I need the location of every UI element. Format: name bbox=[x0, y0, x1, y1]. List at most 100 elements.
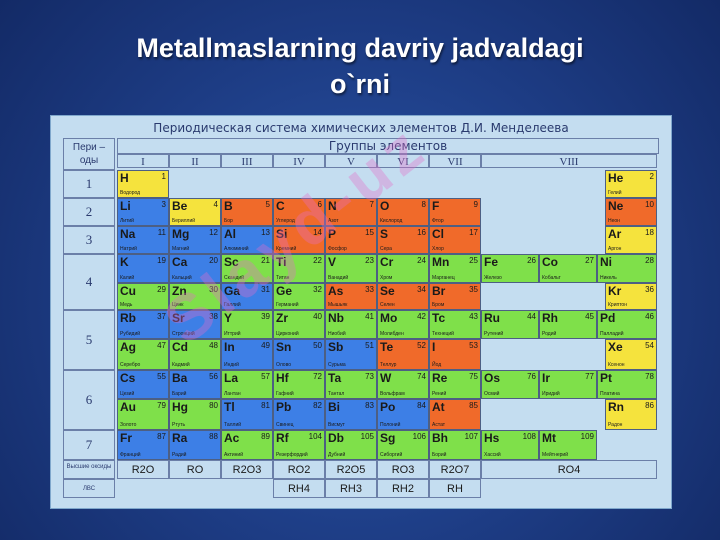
element-symbol: Ra bbox=[172, 431, 188, 445]
element-number: 26 bbox=[527, 256, 536, 265]
element-name: Бериллий bbox=[172, 218, 196, 224]
element-symbol: Hg bbox=[172, 400, 188, 414]
element-cell-V: V 23 Ванадий bbox=[325, 254, 377, 283]
element-name: Актиний bbox=[224, 452, 244, 458]
element-number: 104 bbox=[308, 432, 322, 441]
element-name: Барий bbox=[172, 391, 187, 397]
element-number: 87 bbox=[157, 432, 166, 441]
element-cell-Xe: Xe 54 Ксенон bbox=[605, 339, 657, 370]
element-symbol: Ge bbox=[276, 284, 293, 298]
element-symbol: Pd bbox=[600, 311, 616, 325]
element-name: Калий bbox=[120, 275, 135, 281]
element-number: 79 bbox=[157, 401, 166, 410]
element-name: Дубний bbox=[328, 452, 346, 458]
element-name: Водород bbox=[120, 190, 141, 196]
element-cell-Te: Te 52 Теллур bbox=[377, 339, 429, 370]
element-name: Мышьяк bbox=[328, 302, 348, 308]
element-symbol: He bbox=[608, 171, 624, 185]
element-cell-K: K 19 Калий bbox=[117, 254, 169, 283]
oxide-formula-1: R2O bbox=[117, 460, 169, 479]
element-symbol: Ti bbox=[276, 255, 287, 269]
element-cell-Zn: Zn 30 Цинк bbox=[169, 283, 221, 310]
element-name: Аргон bbox=[608, 246, 622, 252]
element-name: Железо bbox=[484, 275, 502, 281]
oxide-formula-6: RO3 bbox=[377, 460, 429, 479]
element-name: Осмий bbox=[484, 391, 500, 397]
element-number: 108 bbox=[522, 432, 536, 441]
element-number: 75 bbox=[469, 372, 478, 381]
element-symbol: Tl bbox=[224, 400, 235, 414]
element-symbol: Hs bbox=[484, 431, 500, 445]
element-name: Ксенон bbox=[608, 362, 625, 368]
element-cell-H: H 1 Водород bbox=[117, 170, 169, 198]
group-header-2: II bbox=[169, 154, 221, 168]
element-symbol: Po bbox=[380, 400, 396, 414]
element-number: 19 bbox=[157, 256, 166, 265]
oxide-formula-3: R2O3 bbox=[221, 460, 273, 479]
element-number: 28 bbox=[645, 256, 654, 265]
element-number: 11 bbox=[157, 228, 166, 237]
element-symbol: Re bbox=[432, 371, 448, 385]
element-symbol: O bbox=[380, 199, 390, 213]
period-label-7: 7 bbox=[63, 430, 115, 460]
element-number: 57 bbox=[261, 372, 270, 381]
element-cell-Cl: Cl 17 Хлор bbox=[429, 226, 481, 254]
element-symbol: Rh bbox=[542, 311, 558, 325]
element-name: Иттрий bbox=[224, 331, 241, 337]
element-name: Висмут bbox=[328, 422, 345, 428]
element-symbol: Zn bbox=[172, 284, 187, 298]
element-cell-Rh: Rh 45 Родий bbox=[539, 310, 597, 339]
element-cell-Ti: Ti 22 Титан bbox=[273, 254, 325, 283]
element-number: 86 bbox=[645, 401, 654, 410]
element-symbol: Fe bbox=[484, 255, 499, 269]
element-cell-Ra: Ra 88 Радий bbox=[169, 430, 221, 460]
element-symbol: Bi bbox=[328, 400, 340, 414]
element-number: 34 bbox=[417, 285, 426, 294]
element-number: 72 bbox=[313, 372, 322, 381]
element-symbol: P bbox=[328, 227, 337, 241]
element-cell-B: B 5 Бор bbox=[221, 198, 273, 226]
element-name: Литий bbox=[120, 218, 134, 224]
element-name: Стронций bbox=[172, 331, 195, 337]
element-number: 32 bbox=[313, 285, 322, 294]
element-name: Цинк bbox=[172, 302, 184, 308]
element-symbol: Tc bbox=[432, 311, 446, 325]
element-name: Азот bbox=[328, 218, 339, 224]
element-name: Германий bbox=[276, 302, 299, 308]
element-cell-Db: Db 105 Дубний bbox=[325, 430, 377, 460]
element-name: Радон bbox=[608, 422, 623, 428]
element-name: Вольфрам bbox=[380, 391, 405, 397]
element-cell-Pt: Pt 78 Платина bbox=[597, 370, 657, 399]
element-symbol: Ir bbox=[542, 371, 551, 385]
element-symbol: Y bbox=[224, 311, 233, 325]
element-name: Сурьма bbox=[328, 362, 346, 368]
element-symbol: Os bbox=[484, 371, 501, 385]
element-number: 33 bbox=[365, 285, 374, 294]
hydride-formula-5: RH3 bbox=[325, 479, 377, 498]
element-symbol: Ac bbox=[224, 431, 240, 445]
period-label-2: 2 bbox=[63, 198, 115, 226]
element-symbol: Xe bbox=[608, 340, 623, 354]
element-symbol: Sg bbox=[380, 431, 396, 445]
element-number: 52 bbox=[417, 341, 426, 350]
element-cell-P: P 15 Фосфор bbox=[325, 226, 377, 254]
element-number: 54 bbox=[645, 341, 654, 350]
element-name: Кислород bbox=[380, 218, 403, 224]
element-symbol: Ca bbox=[172, 255, 188, 269]
element-cell-W: W 74 Вольфрам bbox=[377, 370, 429, 399]
element-cell-Rb: Rb 37 Рубидий bbox=[117, 310, 169, 339]
element-symbol: Cd bbox=[172, 340, 188, 354]
element-number: 85 bbox=[469, 401, 478, 410]
element-symbol: Kr bbox=[608, 284, 622, 298]
element-cell-Ca: Ca 20 Кальций bbox=[169, 254, 221, 283]
element-cell-Sg: Sg 106 Сиборгий bbox=[377, 430, 429, 460]
element-cell-N: N 7 Азот bbox=[325, 198, 377, 226]
element-name: Рубидий bbox=[120, 331, 141, 337]
element-number: 27 bbox=[585, 256, 594, 265]
element-symbol: Co bbox=[542, 255, 558, 269]
element-symbol: Cr bbox=[380, 255, 394, 269]
element-name: Бор bbox=[224, 218, 233, 224]
element-name: Индий bbox=[224, 362, 239, 368]
group-header-8: VIII bbox=[481, 154, 657, 168]
element-cell-Sb: Sb 51 Сурьма bbox=[325, 339, 377, 370]
